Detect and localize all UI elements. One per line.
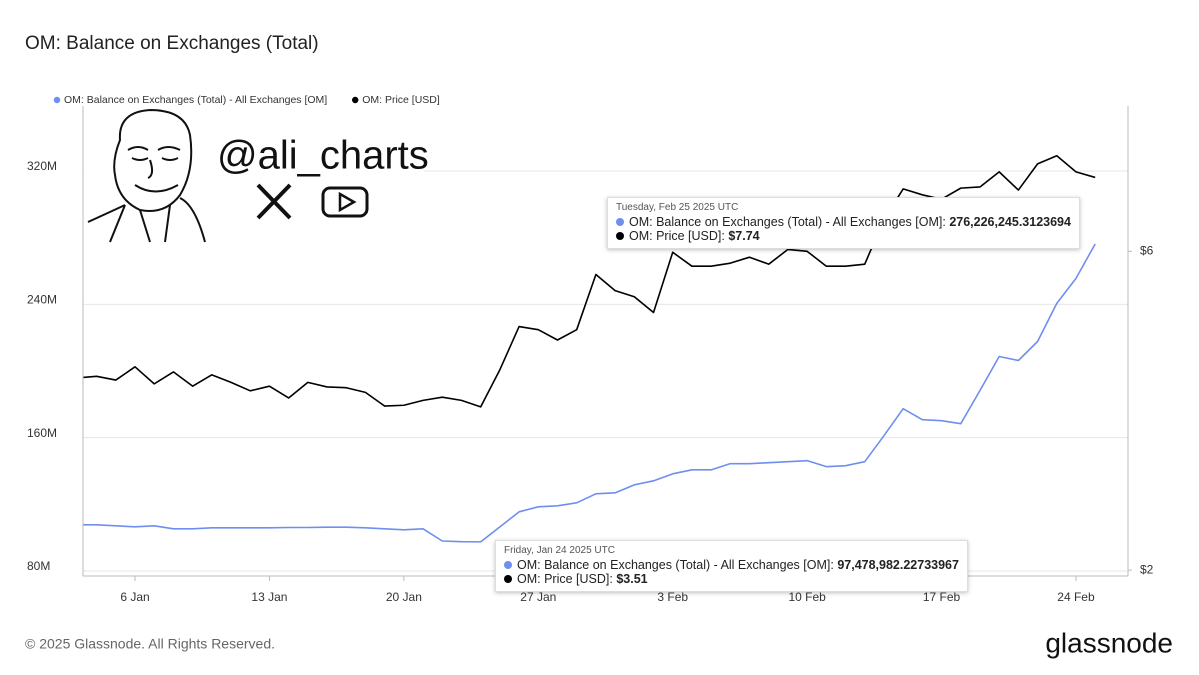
tooltip-series-name: OM: Price [USD] [629, 229, 725, 243]
tooltip-marker [616, 218, 624, 226]
tooltip-row: OM: Balance on Exchanges (Total) - All E… [504, 558, 959, 572]
series-line [83, 243, 1096, 543]
tooltip-marker [504, 561, 512, 569]
tooltip-row: OM: Balance on Exchanges (Total) - All E… [616, 215, 1071, 229]
x-tick-label: 20 Jan [386, 590, 422, 604]
legend-label: OM: Balance on Exchanges (Total) - All E… [64, 94, 327, 106]
tooltip: Tuesday, Feb 25 2025 UTC OM: Balance on E… [607, 197, 1080, 249]
watermark: @ali_charts [84, 107, 429, 243]
youtube-icon [321, 186, 369, 218]
y2-tick-label: $2 [1140, 562, 1154, 576]
tooltip-series-name: OM: Balance on Exchanges (Total) - All E… [629, 215, 946, 229]
series-line [83, 154, 1096, 408]
chart-title: OM: Balance on Exchanges (Total) [25, 33, 319, 54]
y-tick-label: 240M [27, 293, 57, 307]
x-tick-label: 10 Feb [788, 590, 826, 604]
x-tick-label: 17 Feb [923, 590, 961, 604]
tooltip-date: Tuesday, Feb 25 2025 UTC [616, 202, 739, 213]
x-tick-label: 13 Jan [251, 590, 287, 604]
y2-tick-label: $6 [1140, 243, 1154, 257]
watermark-handle: @ali_charts [217, 134, 429, 178]
tooltip-value: 97,478,982.22733967 [837, 558, 959, 572]
tooltip-row: OM: Price [USD] $7.74 [616, 229, 1071, 243]
y-tick-label: 80M [27, 559, 50, 573]
tooltip-marker [504, 575, 512, 583]
tooltip-date: Friday, Jan 24 2025 UTC [504, 545, 615, 556]
tooltip-value: $7.74 [728, 229, 760, 243]
tooltip-series-name: OM: Price [USD] [517, 572, 613, 586]
tooltip-value: $3.51 [616, 572, 648, 586]
x-tick-label: 27 Jan [520, 590, 556, 604]
x-icon [256, 183, 292, 220]
tooltip-series-name: OM: Balance on Exchanges (Total) - All E… [517, 558, 834, 572]
tooltip-row: OM: Price [USD] $3.51 [504, 572, 959, 586]
x-tick-label: 3 Feb [657, 590, 688, 604]
play-icon [338, 191, 357, 213]
face-sketch [87, 108, 206, 243]
tooltip-value: 276,226,245.3123694 [949, 215, 1071, 229]
tooltip-marker [616, 232, 624, 240]
y-tick-label: 320M [27, 159, 57, 173]
legend-marker [352, 96, 359, 104]
legend-label: OM: Price [USD] [362, 94, 440, 106]
tooltip: Friday, Jan 24 2025 UTC OM: Balance on Ex… [495, 540, 968, 592]
brand-logo: glassnode [1045, 627, 1173, 658]
legend-marker [53, 96, 61, 104]
x-tick-label: 6 Jan [120, 590, 149, 604]
y-tick-label: 160M [27, 426, 57, 440]
footer: © 2025 Glassnode. All Rights Reserved. [25, 636, 275, 652]
x-tick-label: 24 Feb [1057, 590, 1095, 604]
